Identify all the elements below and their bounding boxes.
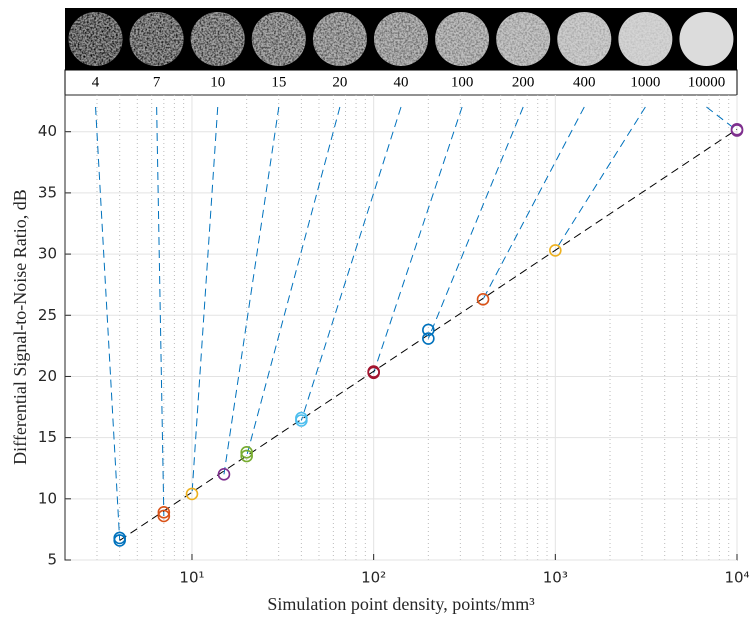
- thumbnail-noise: [313, 12, 367, 66]
- thumbnail-label: 15: [271, 74, 286, 90]
- thumbnail-noise: [557, 12, 611, 66]
- x-axis-label: Simulation point density, points/mm³: [267, 594, 535, 614]
- thumbnail-noise: [435, 12, 489, 66]
- thumbnail-noise: [191, 12, 245, 66]
- thumbnail-label: 20: [332, 74, 347, 90]
- thumbnail-label: 1000: [630, 74, 660, 90]
- thumbnail-label: 200: [512, 74, 535, 90]
- x-tick-label: 10³: [543, 569, 568, 587]
- y-tick-label: 35: [38, 183, 57, 201]
- x-tick-label: 10²: [361, 569, 386, 587]
- thumbnail-noise: [252, 12, 306, 66]
- thumbnail-noise: [69, 12, 123, 66]
- thumbnail-label: 10000: [688, 74, 726, 90]
- x-tick-label: 10⁴: [724, 569, 749, 587]
- y-tick-label: 25: [38, 306, 57, 324]
- y-tick-label: 30: [38, 245, 57, 263]
- thumbnail-noise: [130, 12, 184, 66]
- thumbnail-label: 40: [394, 74, 409, 90]
- x-tick-label: 10¹: [179, 569, 204, 587]
- thumbnail-label: 10: [210, 74, 225, 90]
- thumbnail-label: 100: [451, 74, 474, 90]
- thumbnail-label: 400: [573, 74, 596, 90]
- thumbnail-noise: [496, 12, 550, 66]
- thumbnail-label: 4: [92, 74, 100, 90]
- plot-area: [65, 95, 737, 560]
- y-tick-label: 15: [38, 428, 57, 446]
- thumbnail-noise: [374, 12, 428, 66]
- chart: Simulation point density, points/mm³ Dif…: [0, 0, 751, 621]
- y-tick-label: 20: [38, 367, 57, 385]
- y-tick-label: 10: [38, 489, 57, 507]
- thumbnail-label: 7: [153, 74, 161, 90]
- thumbnail-noise: [618, 12, 672, 66]
- y-axis-label: Differential Signal-to-Noise Ratio, dB: [10, 189, 30, 465]
- y-tick-label: 40: [38, 122, 57, 140]
- y-tick-label: 5: [47, 551, 57, 569]
